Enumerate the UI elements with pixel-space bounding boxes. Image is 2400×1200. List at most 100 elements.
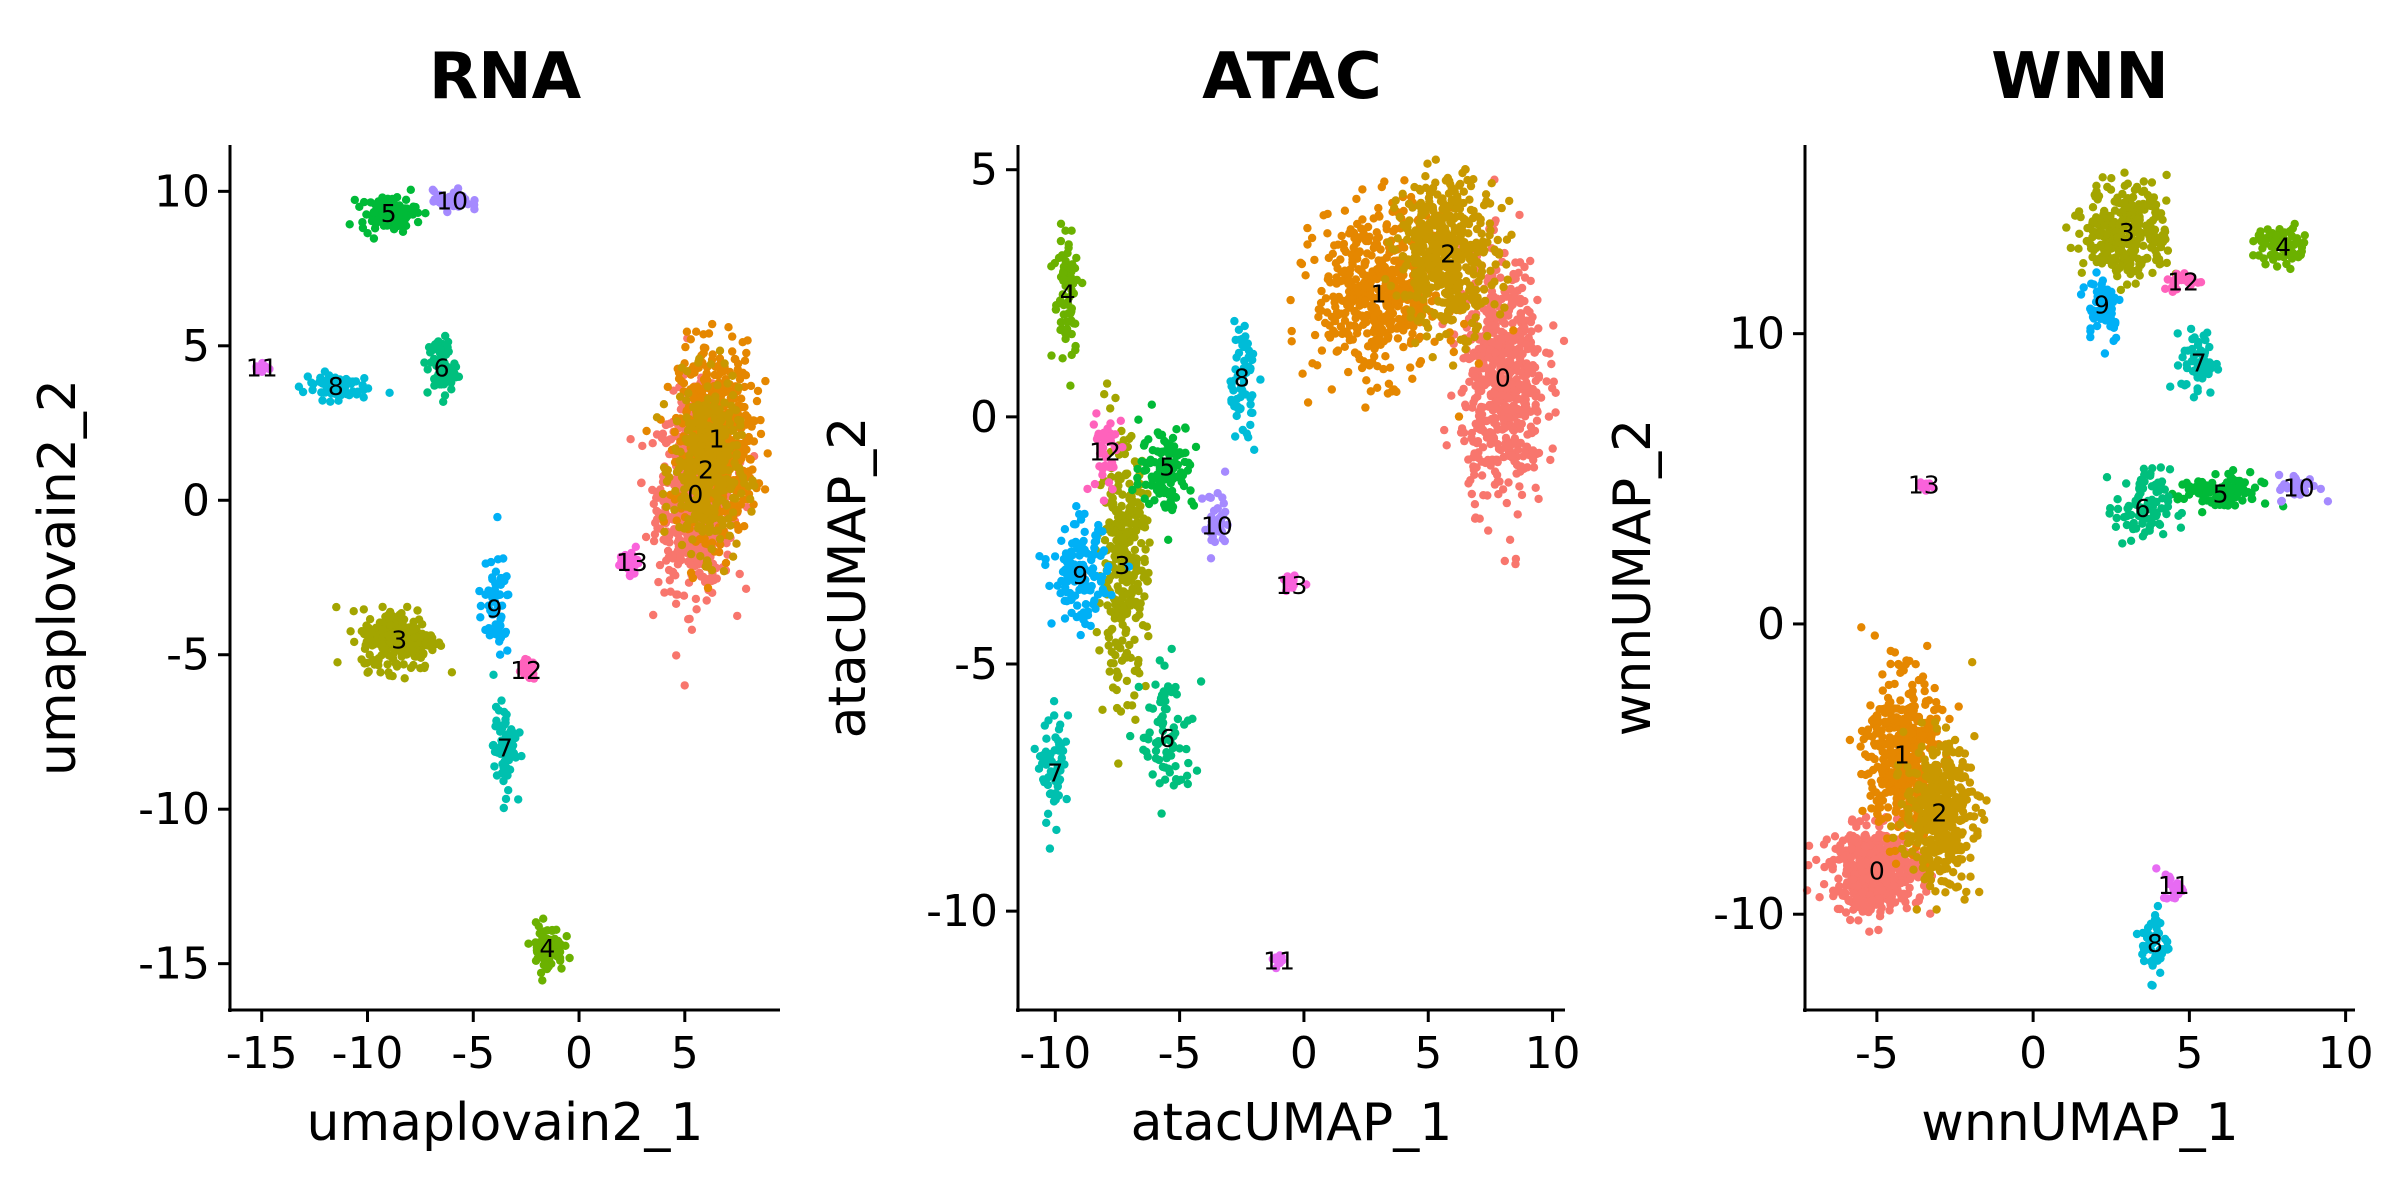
- data-point: [1479, 491, 1488, 500]
- data-point: [1406, 306, 1415, 315]
- data-point: [1477, 375, 1487, 384]
- data-point: [1461, 345, 1470, 354]
- data-point: [1049, 697, 1059, 706]
- data-point: [1107, 647, 1117, 657]
- x-axis-title: umaplovain2_1: [307, 1093, 704, 1153]
- data-point: [1431, 155, 1441, 164]
- data-point: [660, 588, 669, 597]
- data-point: [1324, 272, 1333, 281]
- data-point: [1356, 266, 1365, 276]
- data-point: [423, 388, 432, 397]
- data-point: [391, 658, 400, 668]
- data-point: [661, 420, 671, 430]
- data-point: [1353, 324, 1363, 333]
- data-point: [1384, 332, 1393, 341]
- data-point: [1373, 308, 1382, 317]
- data-point: [1518, 349, 1527, 359]
- data-point: [752, 396, 762, 406]
- data-point: [1380, 177, 1389, 186]
- data-point: [1140, 523, 1150, 532]
- data-point: [659, 400, 669, 409]
- data-point: [357, 627, 366, 636]
- data-point: [514, 795, 523, 804]
- data-point: [671, 486, 680, 496]
- data-point: [655, 560, 665, 570]
- data-point: [1423, 323, 1433, 332]
- data-point: [1324, 330, 1333, 340]
- data-point: [1206, 554, 1216, 563]
- data-point: [1042, 734, 1051, 743]
- data-point: [1372, 228, 1382, 237]
- data-point: [1091, 604, 1100, 613]
- data-point: [1361, 257, 1370, 267]
- data-point: [649, 499, 658, 509]
- data-point: [1089, 420, 1099, 429]
- cluster-label: 9: [486, 594, 502, 623]
- data-point: [1140, 494, 1149, 503]
- data-point: [1477, 471, 1487, 480]
- data-point: [1415, 218, 1424, 227]
- data-point: [1422, 235, 1431, 244]
- data-point: [1363, 249, 1372, 258]
- data-point: [1109, 659, 1118, 668]
- data-point: [501, 794, 511, 804]
- data-point: [1235, 335, 1245, 344]
- data-point: [702, 369, 711, 378]
- data-point: [1481, 190, 1491, 199]
- cluster-8-points: [294, 367, 394, 406]
- data-point: [1154, 755, 1164, 765]
- data-point: [1184, 458, 1193, 467]
- data-point: [1534, 494, 1543, 504]
- data-point: [1392, 291, 1401, 300]
- data-point: [1559, 336, 1569, 346]
- data-point: [1144, 568, 1153, 578]
- data-point: [1042, 818, 1051, 827]
- data-point: [1056, 236, 1066, 246]
- data-point: [1040, 721, 1050, 730]
- cluster-label: 7: [1047, 759, 1063, 788]
- data-point: [1092, 628, 1102, 637]
- data-point: [1461, 400, 1470, 409]
- data-point: [396, 205, 406, 214]
- data-point: [732, 521, 741, 530]
- data-point: [1490, 467, 1500, 476]
- data-point: [1244, 352, 1253, 362]
- data-point: [362, 210, 371, 219]
- data-point: [1402, 224, 1411, 233]
- data-point: [420, 661, 430, 670]
- data-point: [1504, 478, 1513, 487]
- data-point: [1206, 493, 1216, 502]
- data-point: [1370, 352, 1379, 361]
- data-point: [542, 962, 551, 971]
- data-point: [1390, 256, 1399, 265]
- data-point: [746, 494, 755, 504]
- data-point: [531, 918, 541, 927]
- data-point: [1057, 536, 1066, 545]
- data-point: [1527, 327, 1536, 336]
- cluster-label: 13: [1276, 571, 1308, 600]
- data-point: [715, 534, 725, 544]
- data-point: [1374, 203, 1383, 213]
- data-point: [303, 372, 312, 381]
- data-point: [1172, 425, 1181, 434]
- data-point: [1147, 400, 1157, 409]
- data-point: [672, 467, 682, 477]
- data-point: [761, 376, 770, 386]
- data-point: [476, 613, 485, 622]
- data-point: [1286, 295, 1295, 305]
- cluster-label: 11: [1263, 947, 1295, 976]
- data-point: [1141, 465, 1151, 475]
- data-point: [562, 932, 571, 941]
- data-point: [360, 374, 369, 383]
- data-point: [1140, 439, 1149, 448]
- data-point: [1232, 353, 1241, 362]
- data-point: [1505, 196, 1514, 206]
- data-point: [1187, 497, 1196, 506]
- data-point: [732, 539, 741, 548]
- data-point: [1445, 211, 1455, 220]
- data-point: [1287, 326, 1296, 336]
- data-point: [1395, 212, 1405, 222]
- data-point: [1090, 479, 1100, 489]
